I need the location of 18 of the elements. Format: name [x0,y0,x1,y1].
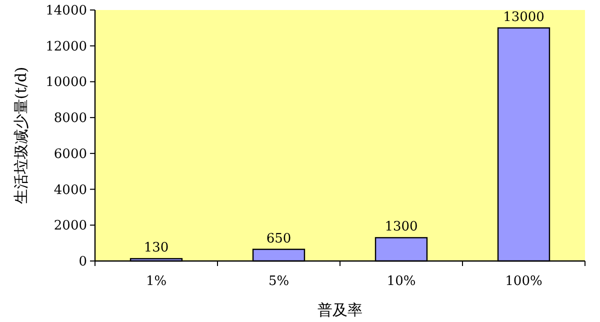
y-tick-label: 0 [78,254,87,270]
y-tick-label: 6000 [54,146,87,162]
y-axis-title: 生活垃圾减少量(t/d) [12,66,30,204]
y-tick-label: 2000 [54,218,87,234]
y-tick-label: 14000 [46,4,87,18]
x-tick-label: 5% [268,274,290,289]
x-tick-label: 100% [505,274,542,289]
data-label: 130 [144,240,169,256]
y-tick-label: 4000 [54,182,87,198]
data-label: 13000 [503,10,544,25]
x-tick-label: 1% [146,274,167,289]
data-label: 1300 [384,220,418,235]
x-axis-title: 普及率 [318,301,362,319]
y-tick-label: 12000 [46,39,87,54]
x-tick-label: 10% [386,274,416,289]
data-label: 650 [266,231,292,246]
y-tick-label: 10000 [46,75,87,90]
y-tick-label: 8000 [54,111,87,126]
